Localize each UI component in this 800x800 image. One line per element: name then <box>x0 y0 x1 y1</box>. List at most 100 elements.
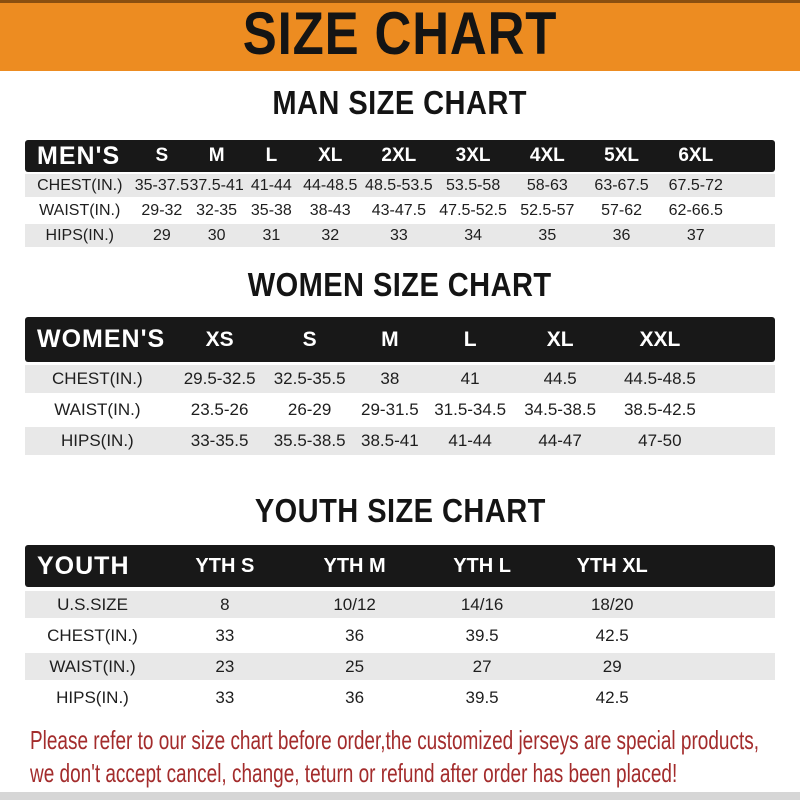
size-value-cell: 39.5 <box>465 625 499 645</box>
size-value-cell: 41-44 <box>250 176 292 194</box>
banner: SIZE CHART <box>0 0 800 71</box>
size-value-cell: 33 <box>389 226 408 244</box>
size-column-header: XS <box>205 327 234 351</box>
size-value-cell: 43-47.5 <box>371 201 426 219</box>
banner-title: SIZE CHART <box>242 0 558 67</box>
row-label-cell: HIPS(IN.) <box>56 687 129 707</box>
size-value-cell: 48.5-53.5 <box>365 176 433 194</box>
size-column-header: 6XL <box>678 145 714 166</box>
row-label-cell: CHEST(IN.) <box>52 369 143 388</box>
table-row: WAIST(IN.) 23 25 27 29 <box>25 653 775 680</box>
disclaimer-line-2: we don't accept cancel, change, teturn o… <box>30 758 678 788</box>
size-value-cell: 32-35 <box>196 201 238 219</box>
header-label-cell: WOMEN'S <box>37 325 166 353</box>
table-header-row: WOMEN'S XS S M L XL XXL <box>25 317 775 362</box>
table-row: WAIST(IN.) 29-32 32-35 35-38 38-43 43-47.5 47.… <box>25 199 775 222</box>
women-size-table: WOMEN'S XS S M L XL XXL CHEST(IN.) 29.5-32.5 32.5… <box>25 317 775 455</box>
men-size-table: MEN'S S M L XL 2XL 3XL 4XL 5XL 6XL CHEST(IN.) 35-37… <box>25 140 775 247</box>
row-label-cell: HIPS(IN.) <box>61 431 134 450</box>
table-row: WAIST(IN.) 23.5-26 26-29 29-31.5 31.5-34.5 34… <box>25 396 775 424</box>
size-value-cell: 34.5-38.5 <box>524 400 597 419</box>
table-row: HIPS(IN.) 33-35.5 35.5-38.5 38.5-41 41-44 44-… <box>25 427 775 455</box>
row-label-cell: U.S.SIZE <box>57 594 128 614</box>
size-column-header: M <box>381 327 399 351</box>
size-value-cell: 42.5 <box>595 625 629 645</box>
bottom-strip <box>0 792 800 800</box>
size-value-cell: 23.5-26 <box>190 400 249 419</box>
size-value-cell: 44.5-48.5 <box>623 369 696 388</box>
size-value-cell: 29-32 <box>141 201 183 219</box>
table-row: HIPS(IN.) 29 30 31 32 33 34 35 36 37 <box>25 224 775 247</box>
disclaimer-line-1: Please refer to our size chart before or… <box>30 725 759 755</box>
youth-size-table: YOUTH YTH S YTH M YTH L YTH XL U.S.SIZE 8 10/12… <box>25 545 775 711</box>
size-value-cell: 38-43 <box>309 201 351 219</box>
size-value-cell: 44-47 <box>538 431 582 450</box>
size-value-cell: 8 <box>220 594 230 614</box>
size-value-cell: 32.5-35.5 <box>273 369 346 388</box>
row-label-cell: WAIST(IN.) <box>39 201 121 219</box>
table-row: CHEST(IN.) 33 36 39.5 42.5 <box>25 622 775 649</box>
size-value-cell: 18/20 <box>590 594 634 614</box>
size-value-cell: 67.5-72 <box>668 176 723 194</box>
size-value-cell: 52.5-57 <box>520 201 575 219</box>
size-column-header: YTH M <box>323 554 386 577</box>
table-header-row: MEN'S S M L XL 2XL 3XL 4XL 5XL 6XL <box>25 140 775 172</box>
size-column-header: 4XL <box>529 145 565 166</box>
size-value-cell: 44-48.5 <box>303 176 358 194</box>
size-value-cell: 35.5-38.5 <box>273 431 346 450</box>
size-value-cell: 29-31.5 <box>361 400 419 419</box>
size-value-cell: 32 <box>321 226 340 244</box>
row-label-cell: CHEST(IN.) <box>47 625 138 645</box>
row-label-cell: WAIST(IN.) <box>49 656 136 676</box>
size-value-cell: 33 <box>215 625 235 645</box>
size-column-header: YTH S <box>195 554 255 577</box>
size-column-header: YTH L <box>453 554 511 577</box>
size-value-cell: 38 <box>380 369 400 388</box>
table-header-row: YOUTH YTH S YTH M YTH L YTH XL <box>25 545 775 587</box>
size-value-cell: 38.5-41 <box>361 431 419 450</box>
size-value-cell: 30 <box>207 226 226 244</box>
size-value-cell: 58-63 <box>526 176 568 194</box>
size-value-cell: 35-38 <box>250 201 292 219</box>
size-value-cell: 41 <box>460 369 480 388</box>
size-value-cell: 47-50 <box>638 431 682 450</box>
women-size-chart-title: WOMEN SIZE CHART <box>0 266 800 304</box>
size-column-header: XL <box>546 327 574 351</box>
size-value-cell: 36 <box>345 687 365 707</box>
size-value-cell: 33-35.5 <box>190 431 249 450</box>
size-value-cell: 29.5-32.5 <box>183 369 256 388</box>
size-column-header: S <box>155 145 169 166</box>
size-value-cell: 38.5-42.5 <box>623 400 696 419</box>
table-row: U.S.SIZE 8 10/12 14/16 18/20 <box>25 591 775 618</box>
youth-size-chart-title-text: YOUTH SIZE CHART <box>254 492 546 529</box>
size-value-cell: 10/12 <box>333 594 376 614</box>
header-label-cell: MEN'S <box>37 141 121 170</box>
size-column-header: L <box>463 327 477 351</box>
size-value-cell: 47.5-52.5 <box>439 201 507 219</box>
size-value-cell: 39.5 <box>465 687 499 707</box>
size-value-cell: 35 <box>538 226 557 244</box>
size-value-cell: 23 <box>215 656 235 676</box>
row-label-cell: WAIST(IN.) <box>54 400 141 419</box>
size-value-cell: 33 <box>215 687 235 707</box>
size-value-cell: 36 <box>612 226 631 244</box>
header-label-cell: YOUTH <box>37 551 130 580</box>
man-size-chart-title-text: MAN SIZE CHART <box>272 84 528 121</box>
size-value-cell: 57-62 <box>601 201 643 219</box>
size-column-header: XL <box>318 145 343 166</box>
disclaimer-text: Please refer to our size chart before or… <box>30 724 790 790</box>
size-value-cell: 37 <box>686 226 705 244</box>
man-size-chart-title: MAN SIZE CHART <box>0 84 800 122</box>
size-value-cell: 27 <box>472 656 492 676</box>
size-value-cell: 31 <box>262 226 281 244</box>
size-value-cell: 29 <box>152 226 171 244</box>
size-column-header: YTH XL <box>576 554 648 577</box>
size-column-header: M <box>208 145 225 166</box>
size-value-cell: 53.5-58 <box>445 176 501 194</box>
row-label-cell: CHEST(IN.) <box>37 176 123 194</box>
size-value-cell: 34 <box>464 226 482 244</box>
women-size-chart-title-text: WOMEN SIZE CHART <box>248 266 552 303</box>
table-row: HIPS(IN.) 33 36 39.5 42.5 <box>25 684 775 711</box>
size-column-header: L <box>265 145 278 166</box>
